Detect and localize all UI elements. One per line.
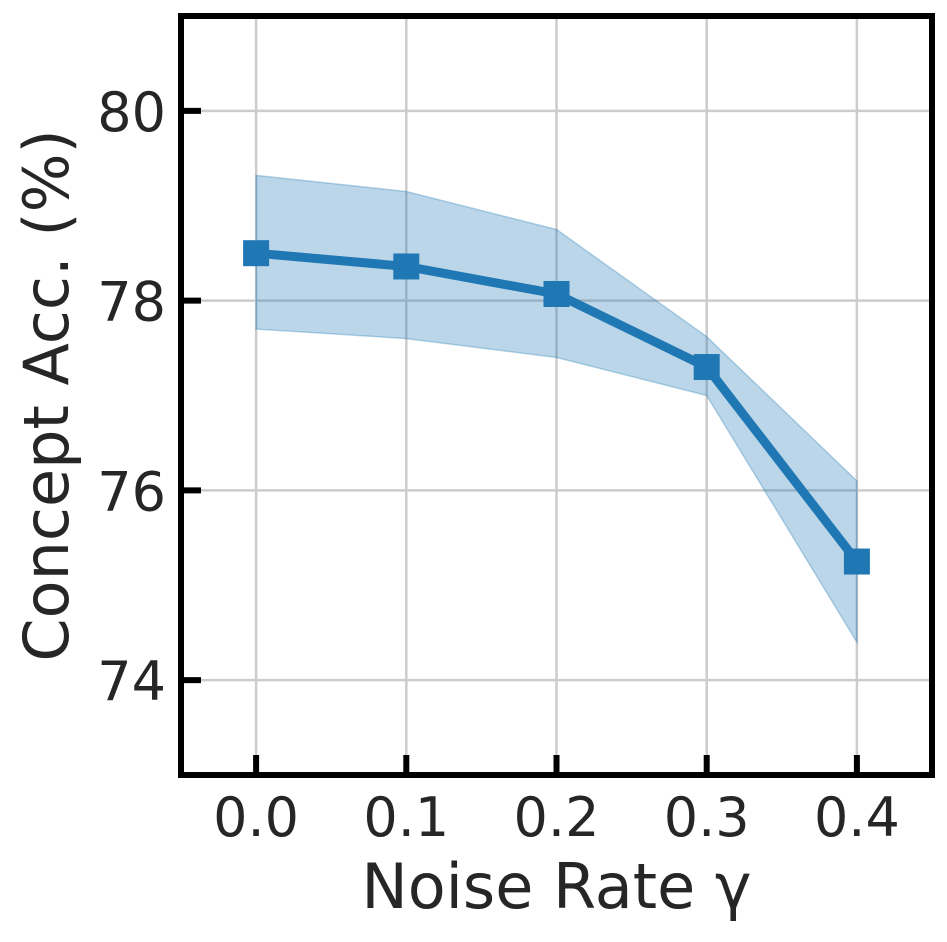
- x-tick-label: 0.2: [514, 786, 600, 849]
- data-point-marker: [393, 253, 420, 280]
- y-tick-label: 78: [97, 271, 166, 334]
- data-point-marker: [693, 354, 720, 381]
- y-tick-label: 80: [97, 81, 166, 144]
- data-point-marker: [543, 280, 570, 307]
- data-point-marker: [243, 240, 270, 267]
- data-point-marker: [843, 548, 870, 575]
- y-tick-label: 74: [97, 650, 166, 713]
- y-tick-label: 76: [97, 460, 166, 523]
- confidence-band: [255, 174, 858, 645]
- x-tick-label: 0.4: [814, 786, 900, 849]
- y-axis-label: Concept Acc. (%): [10, 129, 83, 661]
- x-axis-label: Noise Rate γ: [361, 850, 751, 923]
- x-tick-label: 0.3: [664, 786, 750, 849]
- confidence-band-group: [255, 174, 858, 645]
- tick-marks: [181, 107, 860, 775]
- y-tick-labels: 74 76 78 80: [97, 81, 166, 713]
- series-group: [243, 240, 870, 575]
- x-tick-label: 0.0: [213, 786, 299, 849]
- grid-lines: [181, 16, 932, 775]
- x-tick-label: 0.1: [363, 786, 449, 849]
- x-tick-labels: 0.0 0.1 0.2 0.3 0.4: [213, 786, 900, 849]
